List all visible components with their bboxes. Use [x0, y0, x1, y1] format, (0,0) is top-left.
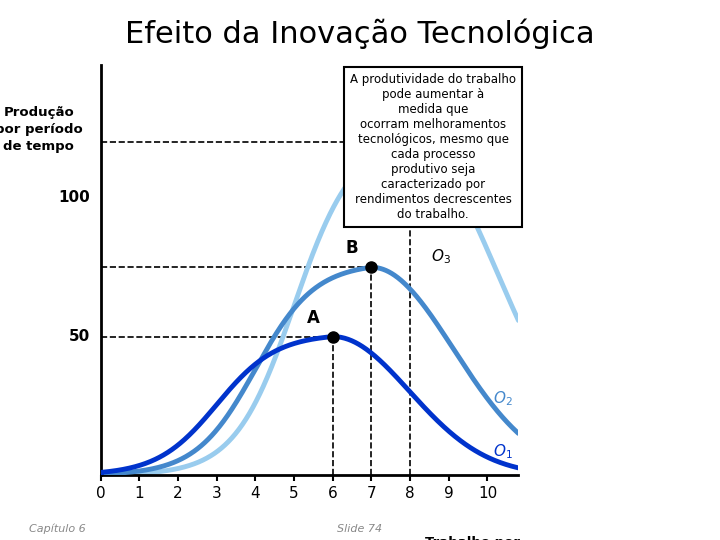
Text: Trabalho por
período de tempo: Trabalho por período de tempo	[387, 536, 521, 540]
Text: $O_3$: $O_3$	[431, 248, 451, 266]
Text: Capítulo 6: Capítulo 6	[29, 523, 86, 534]
Text: Efeito da Inovação Tecnológica: Efeito da Inovação Tecnológica	[125, 19, 595, 49]
Text: $O_2$: $O_2$	[493, 389, 513, 408]
Text: 100: 100	[58, 191, 90, 205]
Text: 50: 50	[68, 329, 90, 344]
Text: A produtividade do trabalho
pode aumentar à
medida que
ocorram melhoramentos
tec: A produtividade do trabalho pode aumenta…	[351, 73, 516, 221]
Text: Produção
por período
de tempo: Produção por período de tempo	[0, 106, 83, 153]
Text: $O_1$: $O_1$	[493, 442, 513, 461]
Text: C: C	[420, 120, 432, 138]
Text: Slide 74: Slide 74	[338, 524, 382, 534]
Text: B: B	[346, 239, 359, 258]
Text: A: A	[307, 309, 320, 327]
